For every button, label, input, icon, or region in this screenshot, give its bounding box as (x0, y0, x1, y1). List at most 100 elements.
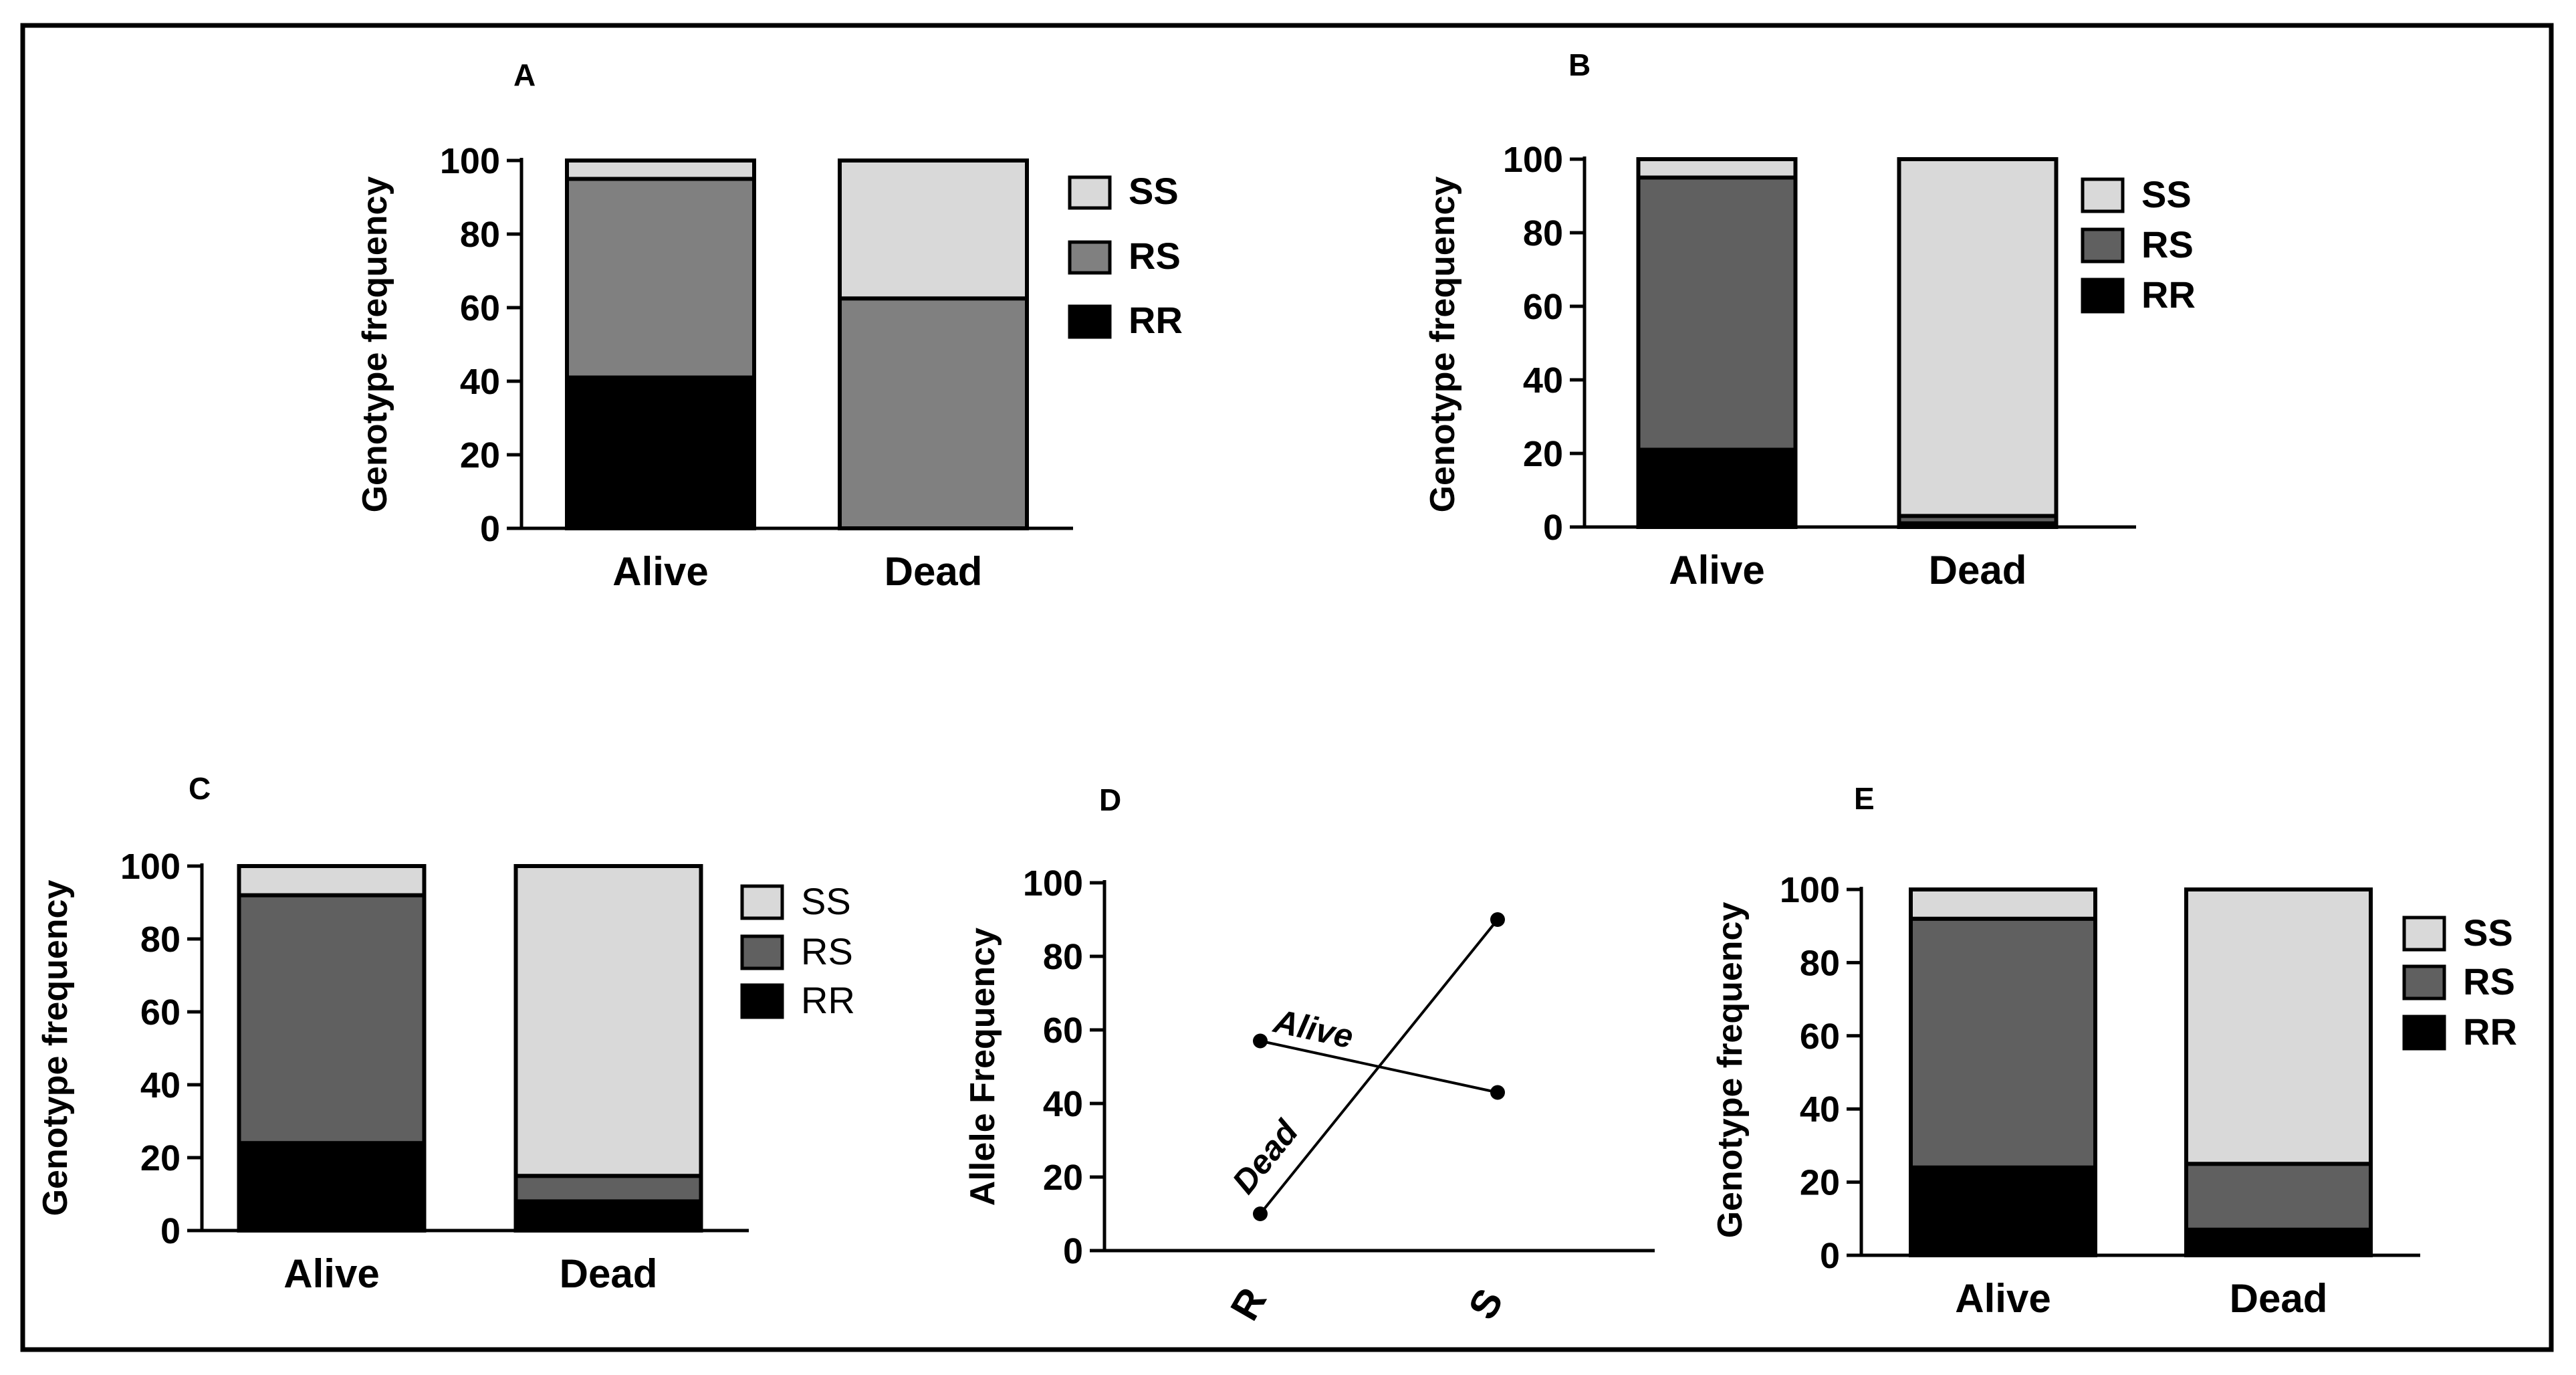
legend-label-rr: RR (2141, 274, 2196, 316)
bar-segment-alive-rs (237, 893, 427, 1146)
x-tick-label-dead: Dead (2230, 1276, 2328, 1321)
y-axis-title: Genotype frequency (36, 880, 75, 1217)
bar-segment-alive-ss (1636, 157, 1798, 180)
legend-label-rr: RR (2463, 1011, 2517, 1053)
legend-swatch-rs (1068, 240, 1112, 275)
y-tick-label: 60 (1800, 1017, 1840, 1057)
y-tick-label: 20 (1523, 434, 1563, 474)
y-tick-label: 80 (1523, 213, 1563, 253)
bar-segment-alive-rs (1909, 916, 2097, 1170)
y-tick-label: 40 (140, 1065, 181, 1105)
y-tick-label: 20 (460, 435, 500, 475)
y-tick-label: 60 (460, 288, 500, 328)
legend-swatch-rr (2081, 278, 2125, 314)
y-tick-label: 100 (120, 847, 181, 887)
y-tick-label: 60 (1523, 287, 1563, 327)
panel-letter: D (1099, 782, 1121, 817)
panel-letter: A (513, 58, 536, 92)
y-tick-label: 40 (1523, 360, 1563, 401)
y-tick-label: 40 (1800, 1089, 1840, 1130)
legend-label-rs: RS (801, 930, 853, 972)
y-axis-title: Genotype frequency (356, 177, 394, 513)
y-axis-title: Genotype frequency (1711, 902, 1750, 1239)
y-tick-label: 40 (460, 362, 500, 402)
legend-label-ss: SS (1129, 170, 1179, 212)
panel-letter: C (189, 771, 211, 806)
x-tick-label-alive: Alive (283, 1251, 379, 1296)
panel-a-chart: 0 20 40 60 80 100 Genotype frequency A Alive Dead… (356, 58, 1183, 594)
data-point-dead-s (1490, 912, 1505, 927)
x-tick-label-dead: Dead (560, 1251, 658, 1296)
bar-segment-alive-ss (1909, 887, 2097, 921)
y-tick-label: 0 (480, 509, 500, 549)
legend-label-rs: RS (2141, 223, 2194, 266)
y-tick-label: 80 (460, 215, 500, 255)
bar-segment-alive-rr (237, 1141, 427, 1233)
y-tick-label: 100 (1503, 140, 1563, 180)
legend-swatch-rr (1068, 304, 1112, 339)
x-tick-label-alive: Alive (1669, 548, 1764, 593)
bar-segment-alive-rr (1636, 447, 1798, 529)
bar-segment-dead-ss (2184, 887, 2373, 1166)
y-tick-label: 80 (1800, 943, 1840, 983)
legend-swatch-rr (2402, 1015, 2446, 1051)
legend-swatch-ss (2402, 916, 2446, 952)
data-point-alive-s (1490, 1085, 1505, 1100)
legend-label-rs: RS (2463, 960, 2515, 1002)
y-tick-label: 60 (1043, 1011, 1083, 1051)
legend-label-rs: RS (1129, 235, 1181, 277)
bar-segment-dead-rs (838, 296, 1029, 530)
legend-swatch-rs (2402, 964, 2446, 1000)
y-tick-label: 60 (140, 992, 181, 1033)
panel-letter: E (1854, 781, 1875, 816)
legend-swatch-rr (740, 983, 784, 1019)
legend-label-ss: SS (801, 880, 851, 922)
data-point-dead-r (1253, 1206, 1268, 1221)
legend-swatch-ss (1068, 175, 1112, 210)
y-tick-label: 40 (1043, 1084, 1083, 1124)
y-tick-label: 20 (1043, 1158, 1083, 1198)
y-tick-label: 100 (1023, 863, 1083, 904)
panel-letter: B (1568, 47, 1591, 82)
y-axis-title: Allele Frequency (963, 928, 1002, 1206)
legend-label-rr: RR (1129, 299, 1183, 341)
y-tick-label: 0 (1543, 508, 1563, 548)
y-tick-label: 100 (440, 141, 500, 181)
bar-segment-alive-rr (565, 375, 756, 530)
bar-segment-dead-rs (513, 1174, 703, 1204)
y-tick-label: 80 (140, 920, 181, 960)
bar-segment-alive-rs (1636, 175, 1798, 452)
bar-segment-dead-ss (513, 864, 703, 1178)
bar-segment-dead-rs (2184, 1162, 2373, 1232)
legend-label-ss: SS (2141, 173, 2192, 215)
panel-e-chart: 0 20 40 60 80 100 Genotype frequency E Alive Dead… (1711, 781, 2517, 1321)
bar-segment-dead-rr (513, 1199, 703, 1233)
panel-c-chart: 0 20 40 60 80 100 Genotype frequency C Alive Dead… (36, 771, 855, 1296)
x-tick-label-dead: Dead (885, 549, 983, 594)
bar-segment-alive-ss (565, 158, 756, 181)
data-point-alive-r (1253, 1033, 1268, 1049)
y-tick-label: 20 (1800, 1163, 1840, 1203)
y-tick-label: 20 (140, 1138, 181, 1178)
y-tick-label: 0 (1063, 1231, 1083, 1271)
bar-segment-dead-ss (838, 158, 1029, 301)
bar-segment-alive-rr (1909, 1165, 2097, 1257)
legend-swatch-rs (2081, 227, 2125, 263)
series-line-dead (1259, 918, 1499, 1215)
legend-swatch-rs (740, 934, 784, 970)
x-tick-label-alive: Alive (1955, 1276, 2051, 1321)
y-tick-label: 0 (160, 1211, 181, 1251)
panel-b-chart: 0 20 40 60 80 100 Genotype frequency B Alive Dead… (1423, 47, 2196, 593)
legend-swatch-ss (740, 884, 784, 920)
bar-segment-alive-rs (565, 177, 756, 380)
bar-segment-dead-ss (1897, 157, 2059, 518)
y-tick-label: 100 (1780, 870, 1840, 910)
figure-frame (20, 23, 2554, 1352)
legend-label-rr: RR (801, 979, 855, 1021)
x-tick-label-alive: Alive (612, 549, 708, 594)
bar-segment-alive-ss (237, 864, 427, 897)
y-tick-label: 80 (1043, 937, 1083, 977)
bar-segment-dead-rr (2184, 1227, 2373, 1257)
legend-label-ss: SS (2463, 912, 2513, 954)
